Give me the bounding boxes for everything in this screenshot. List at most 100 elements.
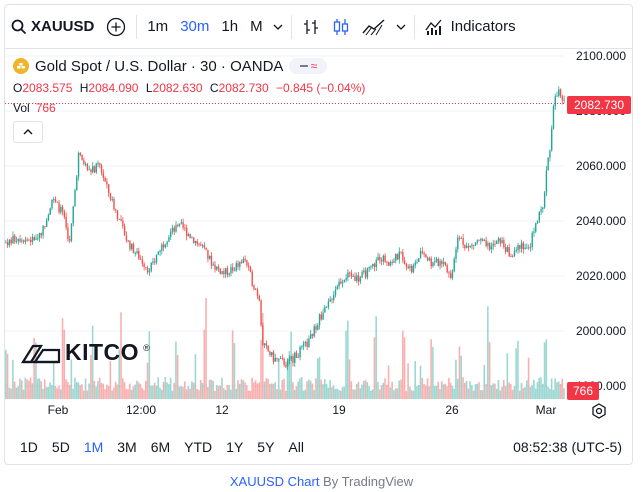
candle-body bbox=[508, 247, 510, 257]
candle-body bbox=[256, 289, 259, 297]
volume-bar bbox=[479, 390, 482, 399]
candle-body bbox=[379, 256, 381, 261]
candle-body bbox=[517, 245, 519, 251]
candle-body bbox=[279, 357, 282, 359]
volume-bar bbox=[106, 384, 108, 399]
open-value: 2083.575 bbox=[22, 81, 73, 95]
candle-body bbox=[458, 237, 461, 239]
kitco-logo-icon bbox=[21, 344, 61, 363]
candle-body bbox=[396, 254, 399, 260]
volume-bar bbox=[531, 384, 533, 399]
volume-bar bbox=[343, 386, 346, 399]
volume-bar bbox=[77, 382, 80, 399]
interval-1m[interactable]: 1m bbox=[147, 18, 169, 35]
range-5d[interactable]: 5D bbox=[51, 439, 70, 455]
volume-bar bbox=[38, 378, 41, 399]
candle-body bbox=[100, 165, 103, 173]
candle-body bbox=[226, 268, 229, 275]
volume-bar bbox=[113, 387, 115, 399]
volume-bar bbox=[176, 355, 179, 399]
candle-body bbox=[510, 256, 512, 258]
candle-body bbox=[168, 236, 170, 242]
settings-icon[interactable] bbox=[591, 403, 607, 419]
compare-button[interactable] bbox=[100, 5, 132, 49]
range-1y[interactable]: 1Y bbox=[226, 439, 244, 455]
volume-bar bbox=[455, 359, 457, 399]
close-key: C bbox=[209, 81, 219, 95]
volume-bar bbox=[389, 387, 392, 399]
bar-style-button[interactable] bbox=[296, 5, 326, 49]
candle-body bbox=[384, 255, 386, 262]
time-axis[interactable]: Feb 12:00 12 19 26 Mar bbox=[5, 399, 565, 421]
candle-body bbox=[92, 166, 94, 172]
range-all[interactable]: All bbox=[288, 439, 304, 455]
candle-body bbox=[97, 163, 99, 165]
candle-body bbox=[315, 326, 317, 330]
area-style-button[interactable] bbox=[356, 5, 392, 49]
price-tick: 2000.000 bbox=[575, 324, 626, 338]
visibility-toggle[interactable]: ≈ bbox=[289, 58, 328, 74]
collapse-legend-button[interactable] bbox=[13, 121, 43, 143]
interval-dropdown[interactable] bbox=[269, 5, 287, 49]
range-ytd[interactable]: YTD bbox=[184, 439, 213, 455]
candle-body bbox=[185, 227, 188, 237]
candle-body bbox=[29, 240, 32, 242]
candle-series bbox=[5, 86, 565, 371]
range-3m[interactable]: 3M bbox=[117, 439, 137, 455]
candle-body bbox=[288, 359, 291, 361]
candle-body bbox=[21, 240, 23, 242]
candle-body bbox=[299, 346, 301, 358]
volume-bar bbox=[164, 377, 167, 399]
range-6m[interactable]: 6M bbox=[150, 439, 171, 455]
candle-body bbox=[111, 198, 113, 200]
candle-body bbox=[400, 251, 402, 253]
volume-bar bbox=[433, 385, 436, 399]
range-1m[interactable]: 1M bbox=[83, 439, 104, 455]
volume-bar bbox=[293, 390, 296, 399]
candle-body bbox=[42, 225, 44, 236]
candle-body bbox=[90, 169, 92, 172]
candle-body bbox=[274, 357, 276, 362]
candle-body bbox=[398, 251, 401, 260]
candle-body bbox=[125, 235, 128, 241]
indicators-button[interactable]: Indicators bbox=[419, 5, 522, 49]
time-label: 12 bbox=[215, 403, 229, 417]
volume-bar bbox=[238, 383, 241, 399]
interval-30m[interactable]: 30m bbox=[180, 18, 210, 35]
approx-icon: ≈ bbox=[310, 59, 318, 73]
interval-1h[interactable]: 1h bbox=[221, 18, 239, 35]
range-5y[interactable]: 5Y bbox=[257, 439, 275, 455]
interval-month[interactable]: M bbox=[250, 18, 263, 35]
timezone-clock[interactable]: 08:52:38 (UTC-5) bbox=[513, 439, 622, 455]
candle-body bbox=[499, 238, 502, 244]
volume-bar bbox=[98, 377, 101, 399]
volume-bar bbox=[136, 380, 138, 399]
volume-bar bbox=[47, 386, 50, 399]
candle-body bbox=[208, 255, 211, 259]
price-axis[interactable]: 2100.000 2080.000 2060.000 2040.000 2020… bbox=[565, 49, 632, 400]
candle-body bbox=[432, 262, 434, 267]
volume-bar bbox=[300, 377, 303, 399]
candle-body bbox=[393, 260, 395, 263]
volume-bar bbox=[198, 390, 200, 399]
candle-body bbox=[118, 219, 121, 220]
volume-bar bbox=[529, 386, 532, 399]
volume-bar bbox=[485, 384, 487, 399]
volume-bar bbox=[281, 379, 284, 399]
range-1d[interactable]: 1D bbox=[20, 439, 38, 455]
candle-body bbox=[402, 252, 404, 261]
candle-body bbox=[244, 259, 246, 261]
candle-body bbox=[448, 272, 450, 274]
candle-body bbox=[260, 300, 262, 326]
chart-type-dropdown[interactable] bbox=[392, 5, 410, 49]
volume-bar bbox=[29, 377, 32, 399]
chart-pane[interactable]: Gold Spot / U.S. Dollar · 30 · OANDA ≈ O… bbox=[5, 49, 565, 399]
volume-bar bbox=[510, 384, 512, 399]
indicators-label: Indicators bbox=[450, 18, 516, 35]
volume-bar bbox=[430, 339, 432, 399]
symbol-search[interactable]: XAUUSD bbox=[5, 5, 100, 49]
candle-body bbox=[249, 266, 252, 272]
price-chart[interactable] bbox=[5, 49, 565, 399]
candle-style-button[interactable] bbox=[326, 5, 356, 49]
attribution-symbol-link[interactable]: XAUUSD Chart bbox=[229, 474, 320, 489]
